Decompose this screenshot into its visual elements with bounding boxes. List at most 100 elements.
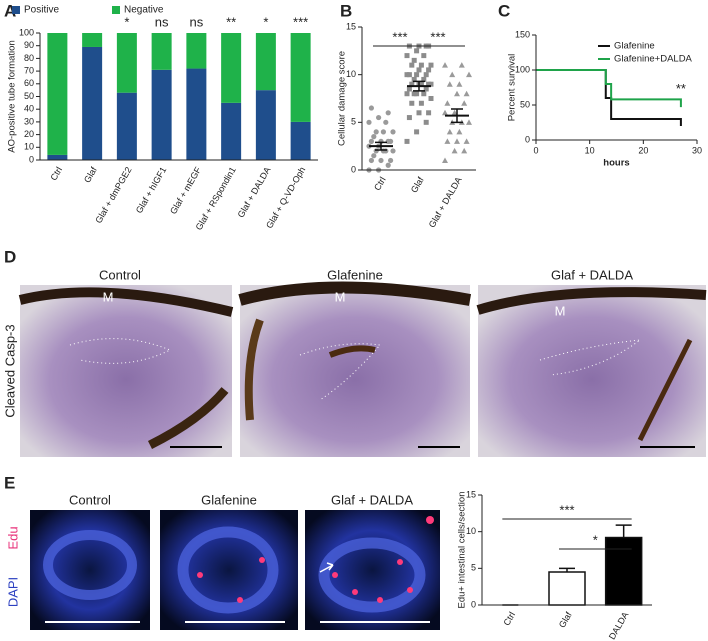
axes	[39, 33, 318, 161]
point	[404, 138, 410, 144]
point	[383, 148, 389, 154]
bar-segment	[290, 33, 311, 122]
bar-segment	[255, 90, 276, 160]
y-axis-label: Percent survival	[507, 54, 518, 122]
image-title: Glafenine	[201, 492, 257, 507]
bar	[604, 536, 643, 606]
x-tick-label: Glaf + DALDA	[593, 610, 630, 641]
y-tick-label: 70	[24, 65, 34, 75]
point	[373, 129, 379, 135]
y-tick-label: 0	[471, 599, 476, 609]
y-tick-label: 10	[24, 142, 34, 152]
y-axis-label: Edu+ intestinal cells/section	[457, 492, 468, 609]
point	[426, 110, 432, 116]
significance: *	[593, 532, 598, 547]
bar-segment	[290, 121, 311, 160]
image-title: Control	[69, 492, 111, 507]
y-tick-label: 0	[29, 154, 34, 164]
point	[416, 110, 422, 116]
error-bar	[451, 108, 463, 124]
stain-label: DAPI	[5, 577, 20, 607]
bar-segment	[186, 68, 207, 160]
y-tick-label: 20	[24, 129, 34, 139]
x-tick-label: Glaf + Q-VD-Oph	[264, 165, 307, 230]
x-tick-label: Glaf	[409, 175, 426, 195]
x-tick-label: Glaf + DALDA	[236, 165, 273, 219]
significance: ***	[293, 14, 308, 29]
point	[461, 147, 468, 154]
legend-swatch	[12, 6, 20, 14]
point	[409, 100, 415, 106]
point	[451, 109, 458, 116]
bar-segment	[82, 46, 103, 160]
point	[373, 148, 379, 154]
legend-label: Positive	[24, 5, 59, 16]
point	[423, 119, 429, 125]
y-tick-label: 80	[24, 53, 34, 63]
region-marker: M	[335, 289, 346, 304]
point	[388, 157, 394, 164]
y-tick-label: 40	[24, 104, 34, 114]
x-tick-label: Ctrl	[49, 165, 65, 182]
point	[426, 67, 432, 73]
error-bar	[615, 524, 632, 538]
point	[418, 81, 424, 87]
x-tick-label: Glaf + dmPGE2	[93, 165, 133, 225]
y-tick-label: 30	[24, 116, 34, 126]
point	[390, 148, 396, 154]
point	[380, 129, 386, 135]
legend-label: Glafenine+DALDA	[614, 54, 693, 65]
x-tick-label: Glaf	[557, 610, 574, 630]
region-marker: M	[555, 303, 566, 318]
bar-segment	[255, 33, 276, 91]
micrograph-e	[160, 510, 298, 630]
point	[368, 138, 374, 144]
point	[368, 105, 374, 111]
point	[449, 71, 456, 78]
bar-segment	[82, 33, 103, 47]
point	[406, 72, 412, 78]
micrograph-d	[238, 281, 472, 457]
point	[406, 86, 412, 92]
point	[390, 129, 396, 135]
point	[428, 81, 434, 87]
y-tick-label: 50	[24, 91, 34, 101]
point	[376, 114, 382, 121]
point	[428, 96, 434, 101]
point	[421, 91, 427, 97]
point	[404, 53, 410, 59]
significance: **	[226, 14, 236, 29]
point	[442, 109, 448, 116]
point	[456, 128, 463, 135]
x-axis-label: hours	[603, 158, 629, 169]
region-marker: M	[103, 289, 114, 304]
point	[461, 100, 468, 106]
point	[366, 119, 372, 125]
point	[454, 138, 460, 144]
bar-segment	[186, 33, 207, 69]
point	[423, 86, 429, 92]
image-title: Glaf + DALDA	[331, 492, 413, 507]
point	[378, 157, 384, 164]
bar-segment	[47, 154, 68, 160]
significance: ***	[392, 29, 407, 44]
side-label: Cleaved Casp-3	[2, 324, 17, 417]
x-tick-label: Ctrl	[372, 175, 388, 192]
point	[388, 138, 394, 144]
point	[442, 62, 448, 68]
micrograph-d	[476, 285, 707, 457]
point	[411, 76, 417, 82]
point	[442, 157, 448, 163]
y-tick-label: 50	[520, 99, 530, 109]
point	[411, 57, 417, 63]
bar-segment	[221, 33, 242, 103]
x-tick-label: Glaf + DALDA	[427, 175, 464, 229]
significance: *	[124, 14, 129, 29]
point	[456, 81, 463, 87]
bar-segment	[116, 33, 137, 93]
x-tick-label: 10	[585, 145, 595, 155]
panel-label: B	[340, 1, 352, 20]
y-tick-label: 100	[19, 27, 34, 37]
panel-label: D	[4, 247, 16, 266]
point	[416, 67, 422, 73]
